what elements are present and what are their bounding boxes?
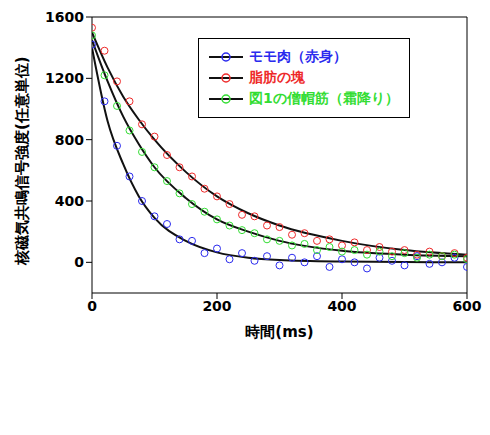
svg-text:400: 400 xyxy=(327,298,356,314)
svg-text:核磁気共鳴信号強度(任意単位): 核磁気共鳴信号強度(任意単位) xyxy=(13,56,31,266)
svg-text:0: 0 xyxy=(74,254,84,270)
html-text:図1の僧帽筋（霜降り）: 図1の僧帽筋（霜降り） xyxy=(249,90,399,106)
html-text:モモ肉（赤身）: モモ肉（赤身） xyxy=(249,48,347,64)
svg-text:1200: 1200 xyxy=(45,70,84,86)
svg-text:時間(ms): 時間(ms) xyxy=(245,323,313,341)
svg-text:0: 0 xyxy=(87,298,97,314)
svg-text:800: 800 xyxy=(55,132,84,148)
svg-text:600: 600 xyxy=(452,298,481,314)
svg-text:1600: 1600 xyxy=(45,9,84,25)
svg-text:400: 400 xyxy=(55,193,84,209)
svg-text:200: 200 xyxy=(202,298,231,314)
html-text:脂肪の塊: 脂肪の塊 xyxy=(249,69,305,85)
